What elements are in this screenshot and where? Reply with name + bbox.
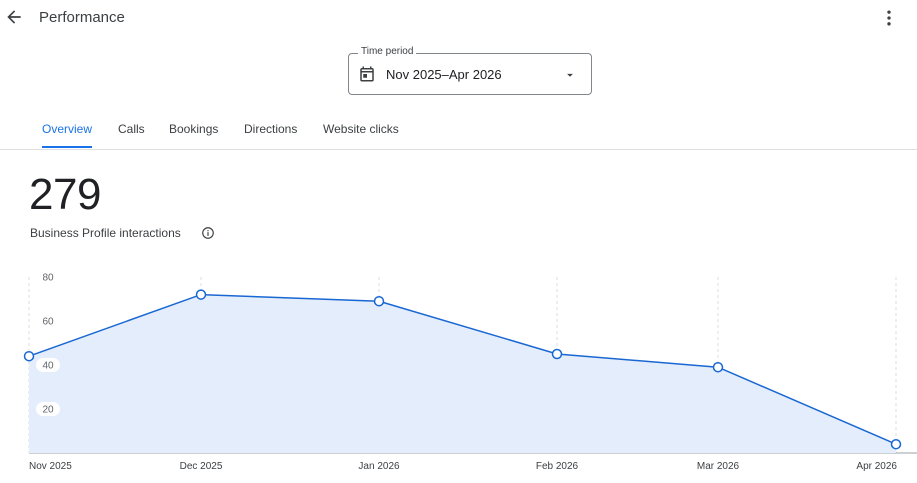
data-point[interactable] bbox=[373, 295, 385, 307]
time-period-label: Time period bbox=[358, 46, 417, 57]
time-period-select[interactable]: Time period Nov 2025–Apr 2026 bbox=[348, 46, 592, 95]
more-vert-icon[interactable] bbox=[879, 8, 899, 28]
tab-overview[interactable]: Overview bbox=[42, 122, 93, 148]
arrow-back-icon[interactable] bbox=[4, 7, 24, 27]
interactions-chart: 20 40 60 80 Nov 2025 Dec 2025 Jan 2026 Feb 202… bbox=[23, 273, 917, 472]
y-tick-bg bbox=[36, 402, 60, 416]
x-tick-label: Nov 2025 bbox=[29, 461, 72, 472]
data-point[interactable] bbox=[195, 289, 207, 300]
x-tick-label: Jan 2026 bbox=[358, 461, 400, 472]
y-tick-bg bbox=[36, 358, 60, 372]
top-bar: Performance bbox=[0, 0, 917, 36]
page-title: Performance bbox=[39, 9, 125, 26]
data-point[interactable] bbox=[23, 350, 35, 362]
x-tick-label: Mar 2026 bbox=[697, 461, 740, 472]
data-point[interactable] bbox=[551, 348, 563, 360]
chart-area-fill bbox=[29, 294, 896, 453]
tab-bookings[interactable]: Bookings bbox=[169, 122, 219, 136]
y-tick-label: 40 bbox=[42, 361, 54, 372]
x-tick-label: Feb 2026 bbox=[536, 461, 579, 472]
metric-value: 279 bbox=[29, 170, 101, 219]
tab-bar: Overview Calls Bookings Directions Websi… bbox=[0, 112, 917, 150]
info-icon[interactable] bbox=[201, 226, 215, 240]
dropdown-arrow-icon bbox=[567, 73, 573, 77]
chart-series-line bbox=[28, 293, 897, 445]
y-tick-label: 20 bbox=[42, 405, 54, 416]
tab-website-clicks[interactable]: Website clicks bbox=[323, 122, 399, 136]
x-tick-label: Dec 2025 bbox=[180, 461, 223, 472]
metric-label: Business Profile interactions bbox=[30, 226, 181, 240]
data-point[interactable] bbox=[712, 361, 724, 373]
y-tick-label: 80 bbox=[42, 273, 54, 284]
calendar-icon bbox=[360, 66, 374, 82]
x-tick-label: Apr 2026 bbox=[856, 461, 897, 472]
data-point[interactable] bbox=[890, 438, 902, 450]
time-period-value: Nov 2025–Apr 2026 bbox=[386, 67, 502, 82]
tab-calls[interactable]: Calls bbox=[118, 122, 145, 136]
y-tick-label: 60 bbox=[42, 317, 54, 328]
tab-directions[interactable]: Directions bbox=[244, 122, 298, 136]
